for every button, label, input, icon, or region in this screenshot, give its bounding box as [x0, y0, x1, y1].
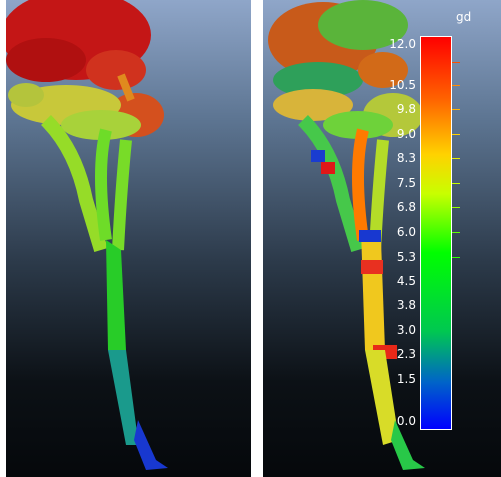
scale-tick [452, 207, 460, 208]
scale-label-3-8: 3.8 [396, 298, 416, 312]
scale-tick [452, 134, 460, 135]
scale-label-6-8: 6.8 [396, 200, 416, 214]
scale-label-5-3: 5.3 [396, 250, 416, 264]
scale-tick [452, 257, 460, 258]
trunk-left [40, 115, 168, 470]
scale-tick [452, 183, 460, 184]
scale-label-9-0: 9.0 [396, 127, 416, 141]
trunk-right [297, 115, 425, 470]
scale-tick [452, 232, 460, 233]
canopy-left [6, 0, 164, 140]
scale-tick [452, 85, 460, 86]
scale-label-6-0: 6.0 [396, 225, 416, 239]
scale-label-8-3: 8.3 [396, 151, 416, 165]
scale-label-0-0: 0.0 [396, 414, 416, 428]
scale-label-7-5: 7.5 [396, 176, 416, 190]
scale-title: gd [456, 10, 472, 24]
tree-point-cloud-right [268, 0, 425, 470]
scale-tick [452, 109, 460, 110]
scale-label-10-5: 10.5 [389, 78, 416, 92]
canopy-right [268, 0, 423, 139]
left-point-cloud-view[interactable] [6, 0, 251, 477]
right-point-cloud-view[interactable] [263, 0, 501, 477]
scale-label-12-0: 12.0 [389, 37, 416, 51]
scale-tick [452, 158, 460, 159]
scale-label-9-8: 9.8 [396, 102, 416, 116]
scale-tick [452, 62, 460, 63]
scale-gradient-bar [420, 36, 452, 430]
scale-label-2-3: 2.3 [396, 347, 416, 361]
scale-label-4-5: 4.5 [396, 274, 416, 288]
scale-label-1-5: 1.5 [396, 372, 416, 386]
scale-label-3-0: 3.0 [396, 323, 416, 337]
tree-point-cloud-left [6, 0, 168, 470]
